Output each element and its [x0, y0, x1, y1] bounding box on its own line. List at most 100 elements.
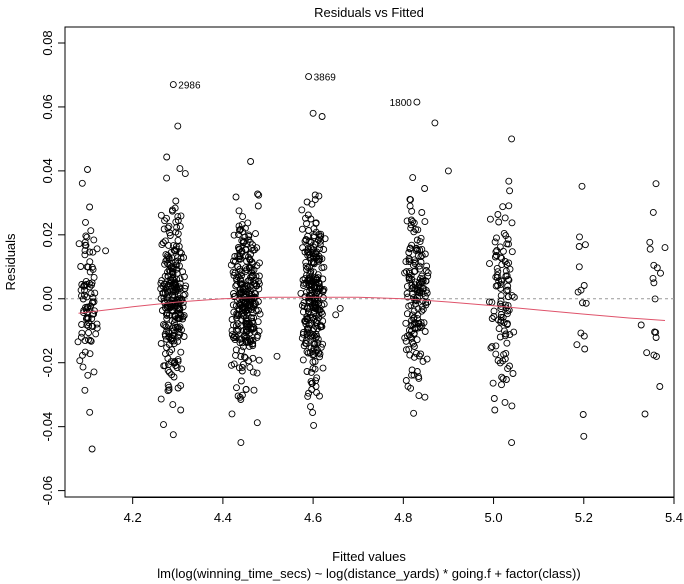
residual-point — [78, 179, 86, 187]
residual-point — [235, 222, 243, 230]
residual-point — [421, 328, 429, 335]
residual-point — [315, 280, 323, 288]
residual-point — [255, 272, 263, 280]
residual-point — [89, 298, 97, 306]
residual-point — [311, 191, 319, 199]
y-tick-label: 0.00 — [40, 286, 55, 311]
residual-point — [315, 285, 323, 293]
residual-point — [307, 403, 314, 411]
residual-point — [310, 284, 318, 292]
residual-point — [304, 246, 312, 254]
residual-point — [231, 253, 239, 260]
residual-point — [171, 313, 179, 321]
x-tick-label: 4.6 — [304, 510, 322, 525]
residual-point — [419, 357, 427, 365]
residual-point — [177, 249, 185, 257]
x-axis: 4.2 4.4 4.6 4.8 5.0 5.2 5.4 — [124, 497, 683, 525]
residual-point — [494, 211, 502, 218]
residual-point — [165, 241, 172, 249]
residual-point — [159, 289, 167, 297]
residual-point — [244, 277, 252, 285]
residual-point — [646, 245, 654, 253]
residual-point — [164, 387, 172, 395]
residual-point — [444, 167, 452, 175]
residual-point — [309, 364, 317, 372]
residual-point — [650, 351, 658, 359]
residual-point — [243, 319, 251, 327]
residual-point — [424, 272, 432, 280]
residual-point — [508, 248, 516, 256]
residual-point — [308, 286, 316, 294]
residual-point — [163, 153, 171, 161]
residual-point — [419, 284, 427, 292]
residual-point — [87, 290, 95, 298]
residual-point — [408, 311, 416, 319]
residual-point — [579, 299, 586, 307]
residual-point — [307, 269, 315, 277]
residual-point — [402, 319, 410, 327]
residual-point — [241, 353, 248, 361]
residual-point — [402, 346, 410, 354]
residual-point — [486, 260, 493, 268]
residual-point — [311, 340, 319, 348]
residual-point — [242, 264, 250, 272]
residual-point — [75, 240, 83, 248]
residual-point — [413, 368, 421, 375]
residual-point — [240, 298, 248, 306]
residual-point — [245, 342, 253, 350]
residual-point — [164, 224, 172, 232]
residual-point — [418, 209, 426, 216]
residual-point — [171, 292, 179, 299]
residual-point — [304, 248, 312, 256]
residual-point — [408, 371, 416, 379]
residual-point — [179, 291, 187, 299]
residual-point — [254, 190, 262, 198]
residual-point — [173, 265, 181, 273]
residual-point — [320, 246, 328, 253]
residual-point — [315, 349, 323, 357]
residual-point — [498, 261, 506, 269]
residual-point — [168, 254, 176, 262]
residual-point — [228, 410, 236, 418]
residual-point — [172, 300, 180, 308]
points-layer — [74, 73, 669, 453]
residual-point — [501, 214, 509, 222]
residual-point — [580, 432, 588, 440]
residual-point — [237, 353, 245, 361]
y-axis: -0.06 -0.04 -0.02 0.00 0.02 0.04 0.06 0.08 — [40, 30, 65, 505]
residual-point — [297, 289, 305, 297]
residual-point — [230, 231, 238, 239]
y-tick-label: 0.04 — [40, 158, 55, 183]
residual-point — [86, 283, 94, 291]
residual-point — [235, 364, 243, 372]
residual-point — [403, 332, 411, 340]
residual-point — [317, 230, 325, 238]
residual-point — [493, 271, 501, 279]
residual-point — [577, 329, 585, 337]
residual-point — [411, 267, 419, 275]
model-formula-subtitle: lm(log(winning_time_secs) ~ log(distance… — [157, 566, 580, 581]
residual-point — [157, 211, 165, 219]
residual-point — [163, 309, 171, 317]
residual-point — [169, 265, 177, 273]
residual-point — [637, 321, 645, 329]
residual-point — [240, 239, 247, 247]
residual-point — [79, 363, 87, 371]
residual-point — [242, 246, 250, 254]
residual-point — [87, 337, 95, 345]
residual-point — [90, 236, 98, 244]
residual-point — [575, 243, 583, 250]
residual-point — [315, 314, 323, 322]
residual-point — [242, 386, 250, 394]
residual-point — [238, 221, 246, 229]
residual-point — [172, 197, 180, 205]
residual-point — [505, 240, 512, 248]
residual-point — [174, 333, 182, 341]
residual-point — [230, 290, 237, 297]
residual-point — [233, 312, 241, 320]
residual-point — [510, 328, 518, 336]
residual-point — [313, 275, 321, 283]
residual-point — [496, 333, 504, 341]
residual-point — [169, 81, 177, 89]
residual-point — [410, 353, 418, 361]
